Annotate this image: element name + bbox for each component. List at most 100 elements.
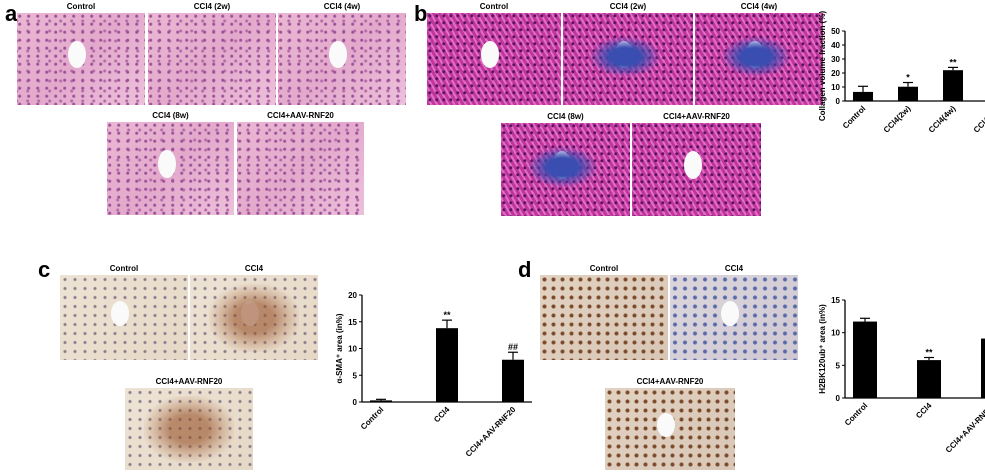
panel-b-image-3: CCl4 (8w) bbox=[501, 113, 630, 216]
category-label: Control bbox=[359, 405, 385, 431]
chart-svg: 0 5 10 15 H2BK120ub⁺ area (in%) Control ** CCl4… bbox=[818, 296, 985, 455]
y-tick-label: 10 bbox=[831, 329, 840, 338]
image-caption: CCl4 (8w) bbox=[547, 113, 584, 121]
histology-image bbox=[17, 13, 145, 105]
image-caption: CCl4 bbox=[724, 265, 744, 273]
y-tick-label: 0 bbox=[836, 97, 841, 106]
y-tick-label: 0 bbox=[353, 398, 358, 407]
y-tick-label: 10 bbox=[831, 83, 840, 92]
histology-image bbox=[190, 275, 318, 360]
vessel bbox=[657, 412, 676, 438]
histology-image bbox=[501, 123, 630, 216]
y-tick-label: 20 bbox=[348, 291, 357, 300]
category-label: CCl4 bbox=[432, 405, 452, 425]
chart-svg: 0 5 10 15 20 α-SMA⁺ area (in%) Control ** CCl4 ##… bbox=[335, 291, 532, 459]
image-caption: Control bbox=[66, 3, 96, 11]
histology-image bbox=[670, 275, 798, 360]
y-tick-label: 40 bbox=[831, 41, 840, 50]
y-tick-label: 15 bbox=[348, 318, 357, 327]
image-caption: CCl4 (2w) bbox=[609, 3, 647, 11]
vessel bbox=[615, 40, 634, 69]
panel-c-image-1: CCl4 bbox=[190, 265, 318, 360]
panel-d-image-0: Control bbox=[540, 265, 668, 360]
histology-image bbox=[605, 388, 735, 470]
significance-label: ** bbox=[443, 310, 451, 320]
category-label: CCl4(8w) bbox=[972, 104, 985, 135]
panel-d-image-1: CCl4 bbox=[670, 265, 798, 360]
vessel bbox=[241, 300, 260, 326]
bar bbox=[981, 338, 985, 398]
chart-c-asma: 0 5 10 15 20 α-SMA⁺ area (in%) Control ** CCl4 ##… bbox=[330, 280, 532, 475]
vessel bbox=[683, 150, 702, 179]
image-caption: CCl4 (2w) bbox=[193, 3, 231, 11]
panel-a-image-1: CCl4 (2w) bbox=[148, 3, 276, 105]
y-tick-label: 50 bbox=[831, 27, 840, 36]
histology-image bbox=[278, 13, 406, 105]
panel-label-c: c bbox=[38, 257, 51, 282]
image-caption: CCl4 (4w) bbox=[740, 3, 778, 11]
image-caption: CCl4 (8w) bbox=[152, 112, 189, 120]
vessel bbox=[746, 40, 765, 69]
panel-d-image-2: CCl4+AAV-RNF20 bbox=[605, 378, 735, 470]
panel-a-image-0: Control bbox=[17, 3, 145, 105]
category-label: CCl4(4w) bbox=[927, 104, 958, 135]
panel-b-image-2: CCl4 (4w) bbox=[695, 3, 823, 105]
panel-a-image-2: CCl4 (4w) bbox=[278, 3, 406, 105]
significance-label: ## bbox=[508, 342, 518, 352]
vessel bbox=[157, 149, 176, 178]
panel-b-image-0: Control bbox=[427, 3, 561, 105]
panel-b-image-4: CCl4+AAV-RNF20 bbox=[632, 113, 761, 216]
panel-c-image-2: CCl4+AAV-RNF20 bbox=[125, 378, 253, 470]
image-caption: CCl4+AAV-RNF20 bbox=[267, 112, 334, 120]
panel-c-image-0: Control bbox=[60, 265, 188, 360]
image-caption: Control bbox=[589, 265, 619, 273]
vessel bbox=[552, 150, 571, 179]
y-tick-label: 20 bbox=[831, 69, 840, 78]
bar bbox=[853, 321, 877, 398]
histology-image bbox=[563, 13, 693, 105]
image-caption: CCl4+AAV-RNF20 bbox=[636, 378, 704, 386]
vessel bbox=[480, 40, 500, 69]
significance-label: ** bbox=[925, 347, 933, 357]
panel-b-image-1: CCl4 (2w) bbox=[563, 3, 693, 105]
y-tick-label: 5 bbox=[836, 361, 841, 370]
panel-label-d: d bbox=[518, 257, 532, 282]
y-tick-label: 10 bbox=[348, 345, 357, 354]
image-caption: Control bbox=[479, 3, 509, 11]
bar bbox=[502, 359, 524, 402]
y-tick-label: 0 bbox=[836, 394, 841, 403]
significance-label: ** bbox=[949, 57, 957, 67]
panel-a-image-4: CCl4+AAV-RNF20 bbox=[237, 112, 364, 215]
image-caption: CCl4+AAV-RNF20 bbox=[155, 378, 223, 386]
histology-image bbox=[148, 13, 276, 105]
histology-image bbox=[237, 122, 364, 215]
vessel bbox=[111, 300, 130, 326]
y-tick-label: 15 bbox=[831, 296, 840, 305]
category-label: CCl4(2w) bbox=[882, 104, 913, 135]
category-label: CCl4 bbox=[914, 401, 934, 421]
category-label: Control bbox=[843, 401, 869, 427]
bar bbox=[436, 328, 458, 402]
panel-a-image-3: CCl4 (8w) bbox=[107, 112, 234, 215]
category-label: CCl4+AAV-RNF20 bbox=[464, 405, 518, 459]
histology-image bbox=[60, 275, 188, 360]
y-axis-label: Collagen volume fraction (%) bbox=[818, 11, 827, 122]
bar bbox=[898, 86, 918, 101]
bar bbox=[370, 400, 392, 402]
image-caption: Control bbox=[109, 265, 139, 273]
histology-image bbox=[540, 275, 668, 360]
histology-image bbox=[107, 122, 234, 215]
significance-label: * bbox=[906, 73, 910, 83]
vessel bbox=[68, 40, 87, 69]
chart-b-collagen: 0 10 20 30 40 50 Collagen volume fraction (%) C… bbox=[815, 11, 985, 205]
panel-label-b: b bbox=[414, 1, 428, 26]
bar bbox=[943, 70, 963, 101]
category-label: Control bbox=[841, 104, 867, 130]
histology-image bbox=[125, 388, 253, 470]
vessel bbox=[329, 40, 348, 69]
image-caption: CCl4 bbox=[244, 265, 264, 273]
bar bbox=[917, 360, 941, 398]
image-caption: CCl4 (4w) bbox=[323, 3, 361, 11]
image-caption: CCl4+AAV-RNF20 bbox=[663, 113, 730, 121]
